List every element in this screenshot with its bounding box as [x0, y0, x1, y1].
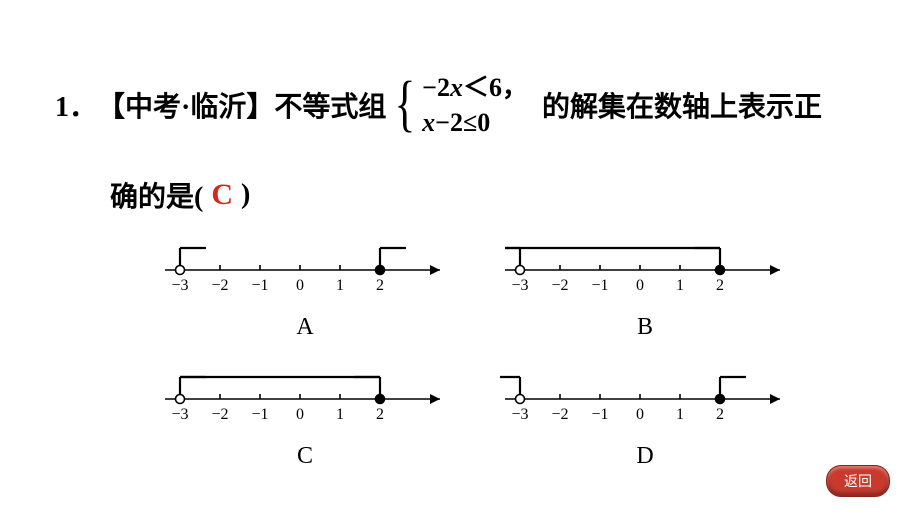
svg-text:2: 2: [376, 277, 384, 294]
svg-text:1: 1: [676, 277, 684, 294]
svg-text:−3: −3: [171, 277, 188, 294]
stem-line2-close: ): [241, 179, 250, 211]
choices-grid: −3 −2 −1 0 1 2 A −3 −2 −1 0 1 2 B −3 −2 −1 0 1 2 C −3 −2…: [155, 230, 795, 470]
svg-text:−2: −2: [211, 277, 228, 294]
svg-text:−1: −1: [251, 277, 268, 294]
source-bracket-close: 】: [246, 85, 274, 125]
question-number: 1．: [55, 85, 97, 125]
numberline-D: −3 −2 −1 0 1 2: [500, 359, 790, 439]
left-brace: {: [395, 80, 416, 130]
choice-A: −3 −2 −1 0 1 2 A: [155, 230, 455, 341]
svg-text:−2: −2: [551, 406, 568, 423]
question-line-2: 确的是( C ): [110, 175, 250, 215]
numberline-B: −3 −2 −1 0 1 2: [500, 230, 790, 310]
source-text: 中考·临沂: [125, 85, 246, 125]
inequality-system: { −2x＜6， x−2≤0: [390, 70, 528, 140]
svg-text:2: 2: [376, 406, 384, 423]
svg-text:1: 1: [676, 406, 684, 423]
choice-label-C: C: [297, 443, 313, 470]
svg-text:2: 2: [716, 406, 724, 423]
svg-text:0: 0: [296, 406, 304, 423]
svg-text:0: 0: [636, 406, 644, 423]
svg-text:0: 0: [296, 277, 304, 294]
source-bracket-open: 【: [97, 85, 125, 125]
choice-C: −3 −2 −1 0 1 2 C: [155, 359, 455, 470]
inequality-1: −2x＜6，: [422, 70, 528, 105]
choice-label-B: B: [637, 314, 653, 341]
inequality-2: x−2≤0: [422, 105, 528, 140]
svg-text:1: 1: [336, 277, 344, 294]
choice-label-A: A: [296, 314, 313, 341]
choice-label-D: D: [636, 443, 653, 470]
numberline-C: −3 −2 −1 0 1 2: [160, 359, 450, 439]
svg-text:2: 2: [716, 277, 724, 294]
return-button[interactable]: 返回: [826, 465, 890, 497]
stem-after: 的解集在数轴上表示正: [542, 85, 822, 125]
numberline-A: −3 −2 −1 0 1 2: [160, 230, 450, 310]
svg-text:0: 0: [636, 277, 644, 294]
svg-text:−1: −1: [591, 277, 608, 294]
svg-text:1: 1: [336, 406, 344, 423]
answer-text: C: [211, 178, 233, 212]
svg-text:−1: −1: [251, 406, 268, 423]
svg-text:−3: −3: [171, 406, 188, 423]
svg-text:−2: −2: [211, 406, 228, 423]
stem-line2: 确的是(: [110, 175, 203, 215]
return-button-label: 返回: [844, 471, 872, 491]
question-line-1: 1． 【 中考·临沂 】 不等式组 { −2x＜6， x−2≤0 的解集在数轴上…: [55, 70, 822, 140]
svg-text:−3: −3: [511, 406, 528, 423]
svg-text:−2: −2: [551, 277, 568, 294]
svg-text:−3: −3: [511, 277, 528, 294]
choice-B: −3 −2 −1 0 1 2 B: [495, 230, 795, 341]
choice-D: −3 −2 −1 0 1 2 D: [495, 359, 795, 470]
stem-before: 不等式组: [274, 85, 386, 125]
svg-text:−1: −1: [591, 406, 608, 423]
